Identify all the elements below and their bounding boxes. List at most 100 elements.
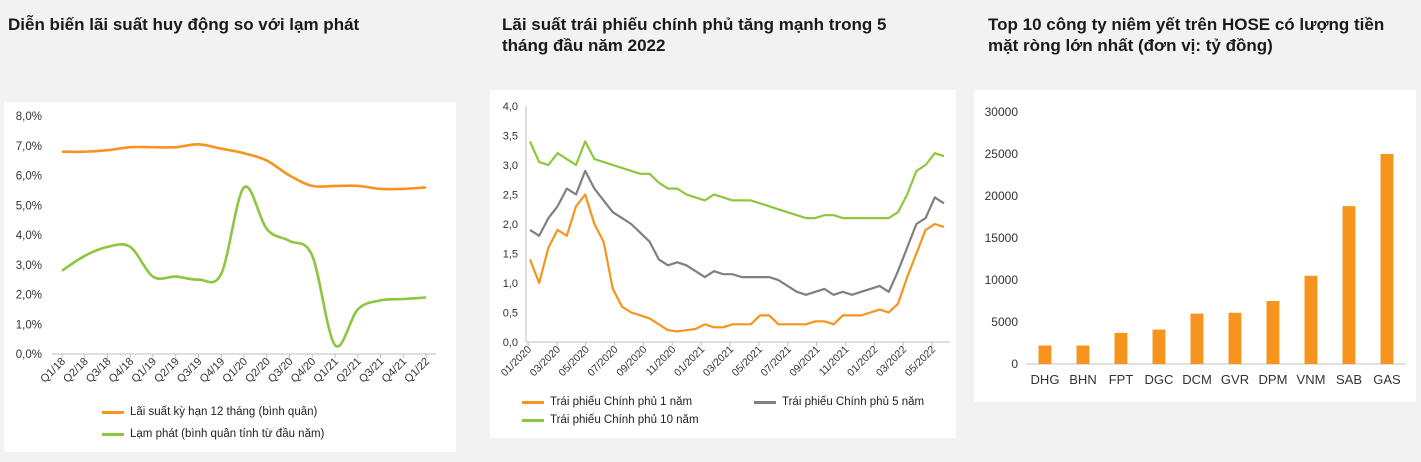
legend-item-deposit-rate: Lãi suất kỳ hạn 12 tháng (bình quân) bbox=[102, 406, 317, 418]
x-tick-label: 01/2021 bbox=[672, 344, 707, 379]
x-tick-label: Q2/21 bbox=[334, 356, 364, 386]
x-tick-label: FPT bbox=[1109, 372, 1134, 387]
bar-chart-net-cash: 0 5000 10000 15000 20000 25000 30000 DHG BHN FPT D… bbox=[985, 105, 1406, 387]
bar-vnm bbox=[1304, 275, 1318, 364]
series-line-deposit-rate bbox=[61, 142, 427, 191]
legend-swatch bbox=[102, 410, 124, 414]
chart-card: 0 5000 10000 15000 20000 25000 30000 DHG BHN FPT D… bbox=[974, 90, 1416, 402]
x-tick-label: Q1/18 bbox=[38, 356, 68, 386]
bar-gas bbox=[1380, 154, 1394, 364]
x-tick-label: Q3/20 bbox=[266, 356, 296, 386]
x-tick-label: 03/2022 bbox=[874, 344, 909, 379]
x-tick-label: GAS bbox=[1373, 372, 1401, 387]
x-tick-label: 07/2020 bbox=[585, 344, 620, 379]
x-tick-label: GVR bbox=[1221, 372, 1249, 387]
bar-gvr bbox=[1228, 312, 1242, 364]
x-tick-label: Q4/18 bbox=[107, 356, 137, 386]
bar-sab bbox=[1342, 206, 1356, 364]
y-tick-label: 2,5 bbox=[503, 190, 518, 202]
x-tick-label: 05/2020 bbox=[557, 344, 592, 379]
legend-swatch bbox=[522, 418, 544, 422]
x-tick-label: VNM bbox=[1297, 372, 1326, 387]
x-tick-label: Q1/21 bbox=[311, 356, 341, 386]
legend-item-bond-5y: Trái phiếu Chính phủ 5 năm bbox=[754, 396, 924, 408]
y-tick-label: 10000 bbox=[985, 273, 1019, 287]
legend-label: Trái phiếu Chính phủ 1 năm bbox=[550, 396, 693, 408]
x-tick-label: Q2/19 bbox=[152, 356, 182, 386]
y-tick-label: 5000 bbox=[991, 315, 1018, 329]
legend-item-bond-1y: Trái phiếu Chính phủ 1 năm bbox=[522, 396, 692, 408]
chart-title: Lãi suất trái phiếu chính phủ tăng mạnh … bbox=[502, 15, 887, 55]
legend-item-bond-10y: Trái phiếu Chính phủ 10 năm bbox=[522, 414, 699, 426]
x-tick-label: Q4/19 bbox=[198, 356, 228, 386]
x-tick-label: 09/2021 bbox=[787, 344, 822, 379]
y-tick-label: 1,5 bbox=[503, 249, 518, 261]
legend-swatch bbox=[522, 400, 544, 404]
y-tick-label: 1,0% bbox=[16, 319, 42, 331]
bar-dhg bbox=[1038, 345, 1052, 364]
line-chart-deposit-inflation: 0,0% 1,0% 2,0% 3,0% 4,0% 5,0% 6,0% 7,0% 8,0% Q1/1… bbox=[16, 111, 436, 386]
x-tick-label: Q1/22 bbox=[402, 356, 432, 386]
y-tick-label: 20000 bbox=[985, 189, 1019, 203]
legend-item-inflation: Lạm phát (bình quân tính từ đầu năm) bbox=[102, 428, 324, 440]
y-tick-label: 5,0% bbox=[16, 200, 42, 212]
y-tick-label: 3,0 bbox=[503, 160, 518, 172]
bar-dgc bbox=[1152, 329, 1166, 364]
series-line-bond-10y bbox=[528, 140, 945, 220]
bar-fpt bbox=[1114, 332, 1128, 364]
legend-swatch bbox=[102, 432, 124, 436]
legend-label: Trái phiếu Chính phủ 5 năm bbox=[782, 396, 925, 408]
x-tick-label: BHN bbox=[1069, 372, 1096, 387]
series-line-bond-1y bbox=[528, 193, 945, 333]
chart-card: 0,0 0,5 1,0 1,5 2,0 2,5 3,0 3,5 4,0 01/2020 03/202… bbox=[490, 90, 956, 438]
y-tick-label: 3,5 bbox=[503, 131, 518, 143]
y-tick-label: 0,5 bbox=[503, 308, 518, 320]
x-tick-label: DCM bbox=[1182, 372, 1212, 387]
x-tick-label: Q1/19 bbox=[129, 356, 159, 386]
bar-dpm bbox=[1266, 301, 1280, 364]
bar-bhn bbox=[1076, 345, 1090, 364]
x-tick-label: 03/2021 bbox=[701, 344, 736, 379]
x-tick-label: Q4/21 bbox=[380, 356, 410, 386]
x-tick-label: 09/2020 bbox=[614, 344, 649, 379]
chart-legend: Lãi suất kỳ hạn 12 tháng (bình quân) Lạm… bbox=[102, 406, 442, 446]
y-tick-label: 8,0% bbox=[16, 111, 42, 123]
y-tick-label: 25000 bbox=[985, 147, 1019, 161]
chart-panel-deposit-vs-inflation: Diễn biến lãi suất huy động so với lạm p… bbox=[0, 0, 470, 462]
y-tick-label: 3,0% bbox=[16, 260, 42, 272]
legend-label: Trái phiếu Chính phủ 10 năm bbox=[550, 414, 699, 426]
chart-legend: Trái phiếu Chính phủ 1 năm Trái phiếu Ch… bbox=[522, 396, 952, 436]
x-tick-label: DPM bbox=[1259, 372, 1288, 387]
y-tick-label: 1,0 bbox=[503, 278, 518, 290]
y-tick-label: 0,0 bbox=[503, 337, 518, 349]
legend-label: Lãi suất kỳ hạn 12 tháng (bình quân) bbox=[130, 406, 318, 418]
x-tick-label: 05/2021 bbox=[730, 344, 765, 379]
line-chart-government-bonds: 0,00,51,01,52,02,53,03,54,001/202003/202… bbox=[499, 101, 950, 379]
y-tick-label: 4,0% bbox=[16, 230, 42, 242]
y-tick-label: 6,0% bbox=[16, 171, 42, 183]
y-tick-label: 0,0% bbox=[16, 349, 42, 361]
y-tick-label: 30000 bbox=[985, 105, 1019, 119]
x-tick-label: DGC bbox=[1145, 372, 1174, 387]
x-tick-label: 07/2021 bbox=[759, 344, 794, 379]
x-tick-label: Q3/21 bbox=[357, 356, 387, 386]
x-tick-label: 05/2022 bbox=[903, 344, 938, 379]
x-tick-label: Q1/20 bbox=[220, 356, 250, 386]
x-tick-label: SAB bbox=[1336, 372, 1362, 387]
y-tick-label: 2,0% bbox=[16, 290, 42, 302]
x-tick-label: 03/2020 bbox=[528, 344, 563, 379]
y-tick-label: 4,0 bbox=[503, 101, 518, 113]
x-tick-label: Q2/18 bbox=[61, 356, 91, 386]
chart-title: Diễn biến lãi suất huy động so với lạm p… bbox=[8, 15, 360, 34]
x-tick-label: Q3/19 bbox=[175, 356, 205, 386]
series-line-bond-5y bbox=[529, 169, 945, 296]
y-tick-label: 2,0 bbox=[503, 219, 518, 231]
x-tick-label: DHG bbox=[1031, 372, 1060, 387]
x-tick-label: Q2/20 bbox=[243, 356, 273, 386]
chart-title: Top 10 công ty niêm yết trên HOSE có lượ… bbox=[988, 15, 1385, 55]
series-line-inflation bbox=[61, 185, 427, 348]
legend-label: Lạm phát (bình quân tính từ đầu năm) bbox=[130, 428, 325, 440]
chart-panel-government-bonds: Lãi suất trái phiếu chính phủ tăng mạnh … bbox=[488, 0, 968, 462]
chart-panel-net-cash-top10: Top 10 công ty niêm yết trên HOSE có lượ… bbox=[972, 0, 1421, 462]
chart-card: 0,0% 1,0% 2,0% 3,0% 4,0% 5,0% 6,0% 7,0% 8,0% Q1/1… bbox=[4, 102, 456, 452]
